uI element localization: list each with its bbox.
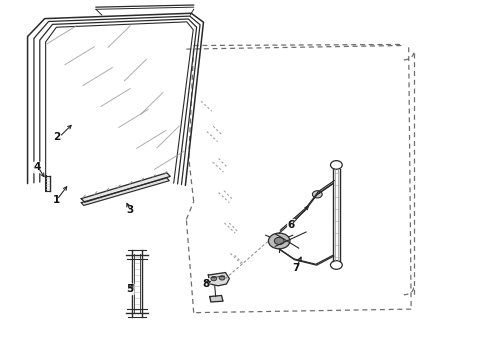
Circle shape <box>211 276 217 281</box>
Polygon shape <box>210 296 223 302</box>
Polygon shape <box>208 273 229 286</box>
Circle shape <box>313 191 322 198</box>
Text: 7: 7 <box>293 263 300 273</box>
Text: 3: 3 <box>126 206 134 216</box>
Circle shape <box>269 233 290 249</box>
Text: 4: 4 <box>34 162 41 172</box>
Text: 6: 6 <box>288 220 295 230</box>
Text: 8: 8 <box>202 279 210 289</box>
Polygon shape <box>81 178 169 206</box>
Text: 5: 5 <box>126 284 134 294</box>
Circle shape <box>274 237 284 244</box>
Text: 2: 2 <box>53 132 60 142</box>
Polygon shape <box>81 173 170 202</box>
Text: 1: 1 <box>53 195 60 205</box>
Circle shape <box>219 276 225 280</box>
